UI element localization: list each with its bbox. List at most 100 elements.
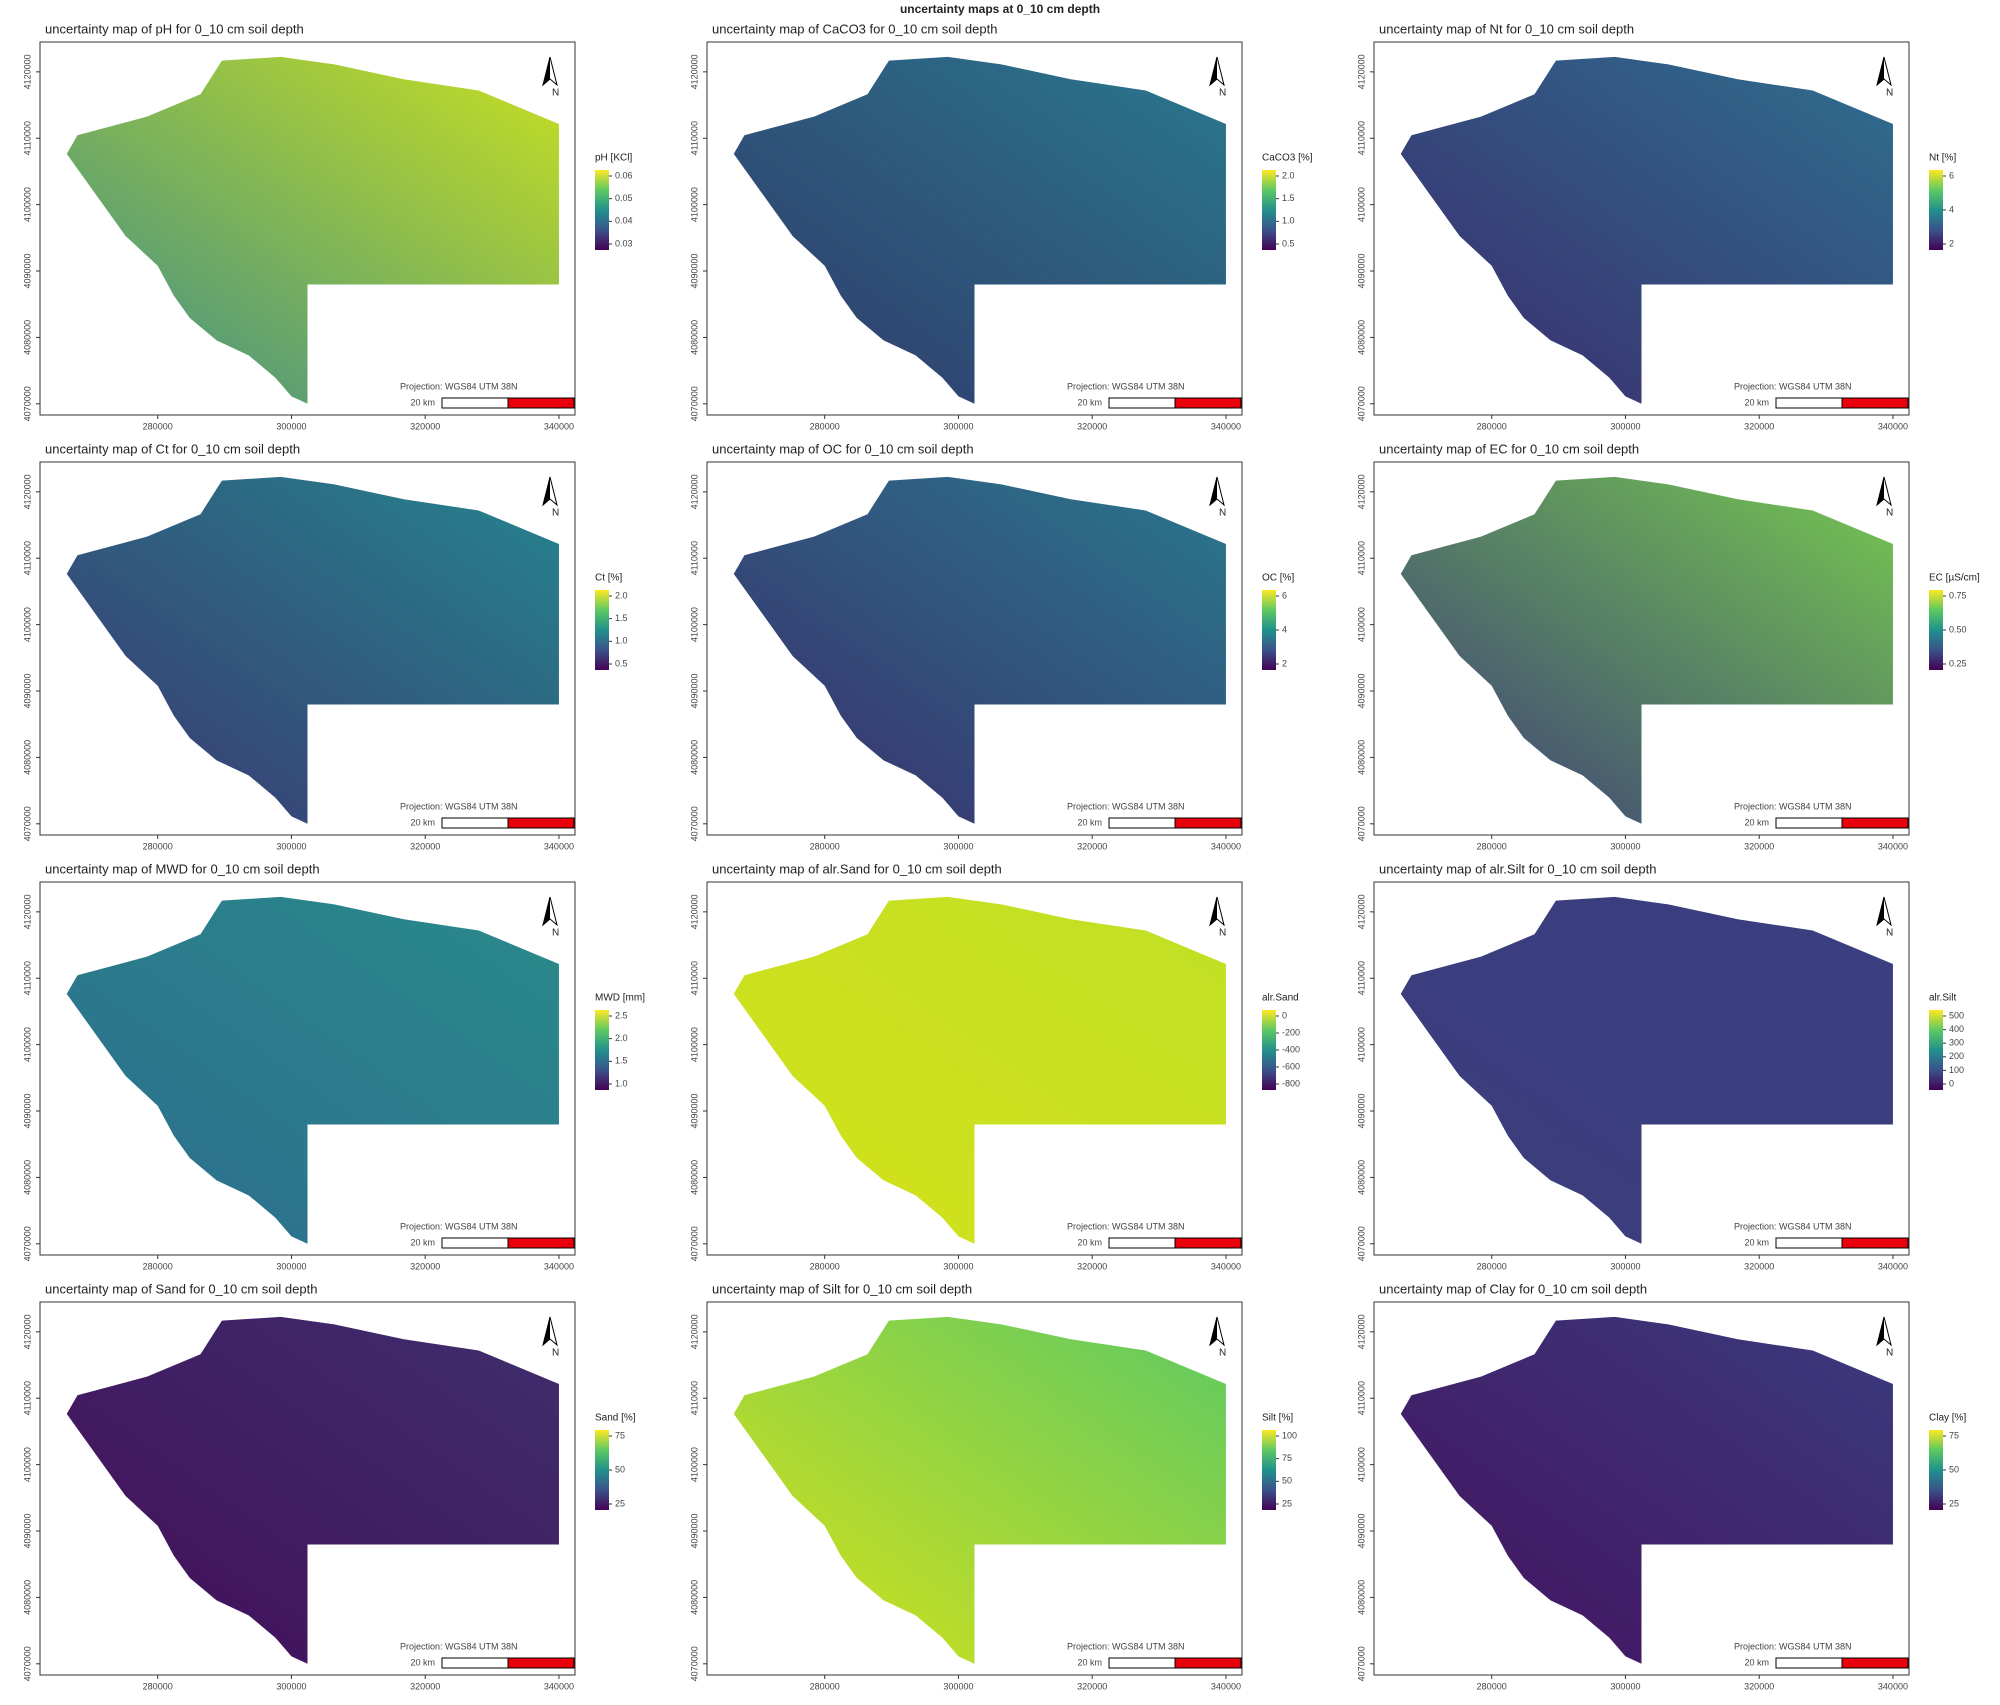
y-tick-label: 4070000 [22, 1646, 32, 1681]
scale-bar-white [441, 397, 509, 409]
x-tick-label: 340000 [544, 1261, 574, 1271]
y-tick-label: 4110000 [1356, 541, 1366, 575]
y-tick-label: 4080000 [689, 320, 699, 355]
y-tick-label: 4070000 [1356, 386, 1366, 421]
legend-tick-label: 1.0 [1282, 216, 1295, 226]
legend-tick-label: 4 [1282, 624, 1287, 634]
north-label: N [1886, 928, 1893, 939]
x-tick-label: 280000 [1477, 841, 1507, 851]
scale-label: 20 km [410, 397, 435, 407]
y-tick-label: 4110000 [1356, 1381, 1366, 1415]
y-tick-label: 4080000 [22, 1160, 32, 1195]
north-arrow-half [1210, 1317, 1217, 1345]
legend-title: Clay [%] [1929, 1413, 1966, 1424]
legend-title: Sand [%] [595, 1413, 636, 1424]
legend-tick-label: 1.5 [615, 613, 628, 623]
x-tick-label: 320000 [410, 1261, 440, 1271]
scale-bar-red [1174, 1657, 1242, 1669]
north-label: N [552, 88, 559, 99]
north-arrow-half [1877, 477, 1884, 505]
scale-bar-white [1108, 397, 1176, 409]
north-label: N [1219, 88, 1226, 99]
y-tick-label: 4110000 [22, 1381, 32, 1415]
legend-colorbar [1929, 1010, 1943, 1090]
map-region [66, 1316, 559, 1664]
legend-tick-label: 6 [1949, 170, 1954, 180]
y-tick-label: 4120000 [689, 474, 699, 509]
legend-tick-label: 0.5 [1282, 238, 1295, 248]
x-tick-label: 280000 [143, 1261, 173, 1271]
y-tick-label: 4090000 [22, 1513, 32, 1548]
map-region [66, 476, 559, 824]
y-tick-label: 4110000 [1356, 961, 1366, 995]
legend-tick-label: 25 [615, 1498, 625, 1508]
y-tick-label: 4090000 [689, 673, 699, 708]
y-tick-label: 4110000 [22, 121, 32, 155]
scale-bar-red [1841, 1657, 1909, 1669]
legend-tick-label: 75 [615, 1430, 625, 1440]
map-panel: uncertainty map of alr.Sand for 0_10 cm … [689, 861, 1300, 1271]
map-region [1400, 1316, 1893, 1664]
panel-title: uncertainty map of Clay for 0_10 cm soil… [1379, 1281, 1647, 1296]
projection-label: Projection: WGS84 UTM 38N [1734, 1221, 1852, 1231]
north-arrow-half [1210, 897, 1217, 925]
legend-title: alr.Sand [1262, 993, 1299, 1004]
map-region [1400, 476, 1893, 824]
legend-tick-label: 25 [1282, 1498, 1292, 1508]
legend-colorbar [1929, 1430, 1943, 1510]
scale-label: 20 km [1077, 1237, 1102, 1247]
legend-tick-label: 0.03 [615, 238, 633, 248]
legend-colorbar [1262, 1430, 1276, 1510]
north-arrow-half [543, 1317, 550, 1345]
x-tick-label: 300000 [276, 1261, 306, 1271]
scale-bar-red [1841, 1237, 1909, 1249]
legend-tick-label: 1.5 [615, 1056, 628, 1066]
panel-title: uncertainty map of OC for 0_10 cm soil d… [712, 441, 974, 456]
x-tick-label: 340000 [1878, 841, 1908, 851]
y-tick-label: 4110000 [1356, 121, 1366, 155]
x-tick-label: 280000 [143, 841, 173, 851]
legend-tick-label: 75 [1282, 1453, 1292, 1463]
legend-tick-label: 200 [1949, 1051, 1964, 1061]
legend-title: EC [µS/cm] [1929, 573, 1980, 584]
y-tick-label: 4120000 [22, 1314, 32, 1349]
legend-tick-label: 50 [1949, 1464, 1959, 1474]
y-tick-label: 4120000 [1356, 474, 1366, 509]
y-tick-label: 4100000 [1356, 607, 1366, 642]
x-tick-label: 340000 [1211, 841, 1241, 851]
legend-tick-label: 75 [1949, 1430, 1959, 1440]
scale-bar-white [1775, 397, 1843, 409]
legend-colorbar [595, 170, 609, 250]
panel-title: uncertainty map of alr.Sand for 0_10 cm … [712, 861, 1002, 876]
map-panel: uncertainty map of Ct for 0_10 cm soil d… [22, 441, 627, 851]
legend-tick-label: 2.0 [615, 1033, 628, 1043]
north-label: N [1886, 1348, 1893, 1359]
north-label: N [1219, 928, 1226, 939]
y-tick-label: 4120000 [689, 894, 699, 929]
panel-title: uncertainty map of alr.Silt for 0_10 cm … [1379, 861, 1656, 876]
scale-bar-red [507, 1237, 575, 1249]
y-tick-label: 4090000 [1356, 253, 1366, 288]
legend-tick-label: 25 [1949, 1498, 1959, 1508]
legend-tick-label: 50 [1282, 1476, 1292, 1486]
legend-tick-label: 2 [1949, 238, 1954, 248]
legend-tick-label: 100 [1282, 1430, 1297, 1440]
scale-label: 20 km [1077, 397, 1102, 407]
y-tick-label: 4080000 [22, 740, 32, 775]
scale-label: 20 km [410, 817, 435, 827]
legend-tick-label: 2.0 [1282, 170, 1295, 180]
y-tick-label: 4120000 [22, 894, 32, 929]
map-panel: uncertainty map of Silt for 0_10 cm soil… [689, 1281, 1297, 1691]
y-tick-label: 4070000 [22, 806, 32, 841]
scale-bar-red [507, 817, 575, 829]
x-tick-label: 300000 [276, 841, 306, 851]
legend-tick-label: -400 [1282, 1044, 1300, 1054]
legend-tick-label: 0.50 [1949, 624, 1967, 634]
legend-tick-label: 2.5 [615, 1010, 628, 1020]
scale-bar-white [441, 817, 509, 829]
y-tick-label: 4090000 [1356, 1093, 1366, 1128]
north-arrow-half [1210, 57, 1217, 85]
y-tick-label: 4080000 [22, 320, 32, 355]
y-tick-label: 4090000 [22, 673, 32, 708]
